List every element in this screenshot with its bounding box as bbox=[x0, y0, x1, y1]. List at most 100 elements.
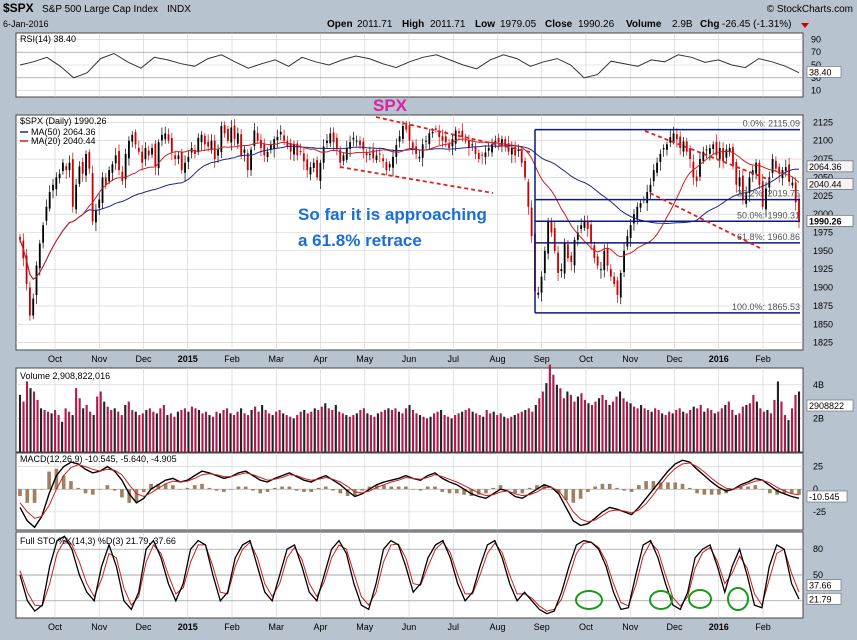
macd-histogram-bar bbox=[600, 483, 605, 490]
price-candle-body bbox=[352, 137, 355, 140]
macd-histogram-bar bbox=[54, 468, 59, 490]
volume-bar bbox=[208, 415, 211, 452]
macd-histogram-bar bbox=[651, 481, 656, 490]
price-candle-body bbox=[71, 159, 74, 207]
price-tick-label: 2125 bbox=[813, 117, 833, 127]
price-candle-body bbox=[316, 160, 318, 178]
macd-histogram-bar bbox=[280, 486, 284, 490]
macd-histogram-bar bbox=[214, 489, 219, 491]
sto-last-value-box bbox=[806, 579, 842, 591]
macd-histogram-bar bbox=[673, 482, 678, 490]
volume-bar bbox=[724, 404, 727, 452]
volume-bar bbox=[447, 416, 450, 452]
price-candle-body bbox=[302, 153, 305, 162]
price-candle-body bbox=[761, 181, 764, 207]
price-candle-body bbox=[702, 151, 705, 161]
price-tick-label: 2050 bbox=[813, 172, 833, 182]
price-candle-body bbox=[580, 225, 583, 229]
volume-bar bbox=[510, 416, 513, 452]
price-candle-body bbox=[471, 144, 474, 146]
price-candle-body bbox=[85, 153, 87, 176]
macd-histogram-bar bbox=[222, 489, 226, 492]
sto-x-label: Oct bbox=[48, 622, 63, 632]
volume-bar bbox=[306, 413, 309, 452]
volume-bar bbox=[148, 408, 151, 452]
volume-bar bbox=[661, 413, 664, 452]
price-candle-body bbox=[131, 134, 134, 142]
rsi-last-value-box bbox=[806, 66, 842, 78]
volume-bar bbox=[790, 408, 794, 452]
price-right-label-box bbox=[806, 160, 854, 173]
macd-histogram-bar bbox=[309, 489, 314, 492]
price-candle-body bbox=[593, 245, 596, 259]
price-candle-body bbox=[619, 272, 622, 298]
retrace-annotation-line2: a 61.8% retrace bbox=[298, 231, 422, 250]
macd-histogram-bar bbox=[382, 485, 386, 490]
price-candle-body bbox=[279, 131, 282, 135]
macd-histogram-bar bbox=[607, 483, 612, 490]
volume-bar bbox=[57, 415, 60, 452]
price-candle-body bbox=[58, 173, 61, 179]
price-right-label: 2040.44 bbox=[809, 179, 842, 189]
volume-bar bbox=[113, 408, 116, 452]
price-candle-body bbox=[613, 276, 616, 284]
price-candle-body bbox=[349, 142, 351, 149]
volume-bar bbox=[282, 413, 285, 452]
volume-bar bbox=[85, 404, 88, 452]
price-candle-body bbox=[276, 137, 279, 141]
price-candle-body bbox=[567, 244, 569, 259]
volume-bar bbox=[247, 415, 250, 452]
volume-bar bbox=[215, 411, 218, 452]
volume-bar bbox=[699, 404, 702, 452]
volume-bar bbox=[383, 410, 386, 452]
volume-bar bbox=[187, 411, 190, 452]
macd-histogram-bar bbox=[433, 486, 437, 490]
close-label: Close bbox=[545, 19, 573, 30]
sto-x-label: Nov bbox=[91, 622, 108, 632]
volume-tick-label: 2B bbox=[813, 413, 824, 423]
price-candle-body bbox=[78, 166, 81, 184]
sto-last-value: 21.79 bbox=[809, 594, 832, 604]
volume-bar bbox=[731, 410, 734, 452]
volume-bar bbox=[622, 398, 625, 452]
price-candle-body bbox=[121, 171, 124, 182]
volume-bar bbox=[317, 410, 320, 452]
macd-histogram-bar bbox=[40, 489, 44, 490]
volume-bar bbox=[96, 396, 99, 452]
volume-bar bbox=[734, 415, 737, 452]
volume-bar bbox=[127, 401, 130, 452]
price-candle-body bbox=[177, 155, 180, 160]
price-candle-body bbox=[312, 162, 315, 169]
volume-bar bbox=[362, 408, 365, 452]
price-candle-body bbox=[134, 132, 137, 145]
volume-bar bbox=[671, 413, 674, 452]
price-candle-body bbox=[164, 133, 167, 140]
price-candle-body bbox=[646, 192, 649, 203]
volume-bar bbox=[183, 408, 186, 452]
price-x-label: Mar bbox=[269, 354, 285, 364]
macd-histogram-bar bbox=[586, 489, 590, 492]
price-candle-body bbox=[197, 137, 200, 153]
price-x-label: Nov bbox=[622, 354, 639, 364]
macd-histogram-bar bbox=[629, 489, 634, 492]
price-candle-body bbox=[28, 287, 31, 316]
panel-macd bbox=[15, 452, 804, 531]
volume-bar bbox=[278, 410, 281, 452]
price-candle-body bbox=[586, 220, 589, 229]
ma-legend-label: MA(20) 2040.44 bbox=[31, 136, 96, 146]
price-candle-body bbox=[236, 133, 239, 144]
price-candle-body bbox=[200, 134, 203, 143]
volume-bar bbox=[225, 408, 229, 452]
price-candle-body bbox=[359, 140, 361, 146]
price-candle-body bbox=[170, 138, 173, 152]
price-candle-body bbox=[652, 170, 655, 182]
macd-histogram-bar bbox=[127, 489, 132, 503]
volume-bar bbox=[696, 408, 699, 452]
volume-bar bbox=[292, 418, 295, 452]
volume-bar bbox=[134, 411, 137, 452]
volume-bar bbox=[654, 408, 657, 452]
macd-tick-label: -25 bbox=[813, 507, 826, 517]
volume-bar bbox=[110, 410, 113, 452]
volume-bar bbox=[99, 391, 102, 452]
price-candle-body bbox=[335, 137, 338, 149]
